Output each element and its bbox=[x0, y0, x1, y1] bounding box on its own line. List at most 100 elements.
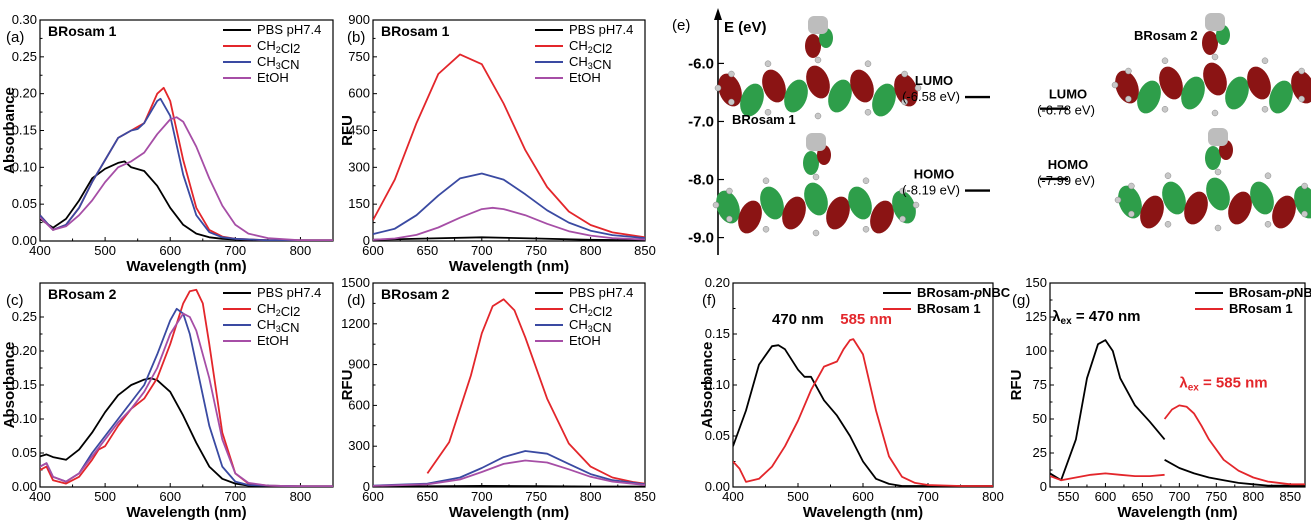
orbital-label: HOMO bbox=[914, 167, 954, 182]
chart-panel-d: (d) BRosam 2 600 650 700 750 800 850 0 300 600 900 1… bbox=[339, 275, 656, 521]
y-tick-label: 0.20 bbox=[12, 343, 37, 358]
y-tick-label: 0.20 bbox=[12, 86, 37, 101]
energy-tick-label: -6.0 bbox=[688, 55, 714, 72]
x-tick-label: 600 bbox=[159, 489, 181, 504]
legend-entry: PBS pH7.4 bbox=[569, 285, 633, 300]
molecule-name: BRosam 2 bbox=[1134, 28, 1198, 43]
legend-entry: EtOH bbox=[257, 333, 289, 348]
x-tick-label: 600 bbox=[852, 489, 874, 504]
energy-axis-title: E (eV) bbox=[724, 19, 767, 36]
panel-label: (c) bbox=[6, 292, 24, 309]
series-line-etoh bbox=[40, 116, 333, 241]
series-line-etoh bbox=[373, 459, 645, 487]
y-tick-label: 0.00 bbox=[705, 479, 730, 494]
orbital-image-brosam1-lumo bbox=[714, 16, 922, 120]
annotation-label: λex = 470 nm bbox=[1052, 308, 1140, 327]
panel-label: (g) bbox=[1012, 292, 1030, 309]
x-axis-title: Wavelength (nm) bbox=[449, 258, 569, 275]
x-tick-label: 800 bbox=[290, 489, 312, 504]
y-tick-label: 0.10 bbox=[705, 377, 730, 392]
y-tick-label: 0.30 bbox=[12, 12, 37, 27]
panel-label: (a) bbox=[6, 29, 24, 46]
y-tick-label: 0.05 bbox=[705, 428, 730, 443]
series-line-pbs-ph7-4 bbox=[373, 236, 645, 241]
energy-tick-label: -9.0 bbox=[688, 230, 714, 247]
panel-label: (b) bbox=[347, 29, 365, 46]
y-tick-label: 0.00 bbox=[12, 479, 37, 494]
annotation-label: λex = 585 nm bbox=[1179, 375, 1267, 394]
legend-entry: EtOH bbox=[257, 70, 289, 85]
x-axis-title: Wavelength (nm) bbox=[803, 504, 923, 521]
series-line-etoh bbox=[40, 312, 333, 487]
y-axis-title: RFU bbox=[339, 370, 356, 401]
orbital-label: LUMO bbox=[1049, 87, 1087, 102]
legend-entry: PBS pH7.4 bbox=[257, 285, 321, 300]
y-tick-label: 300 bbox=[348, 159, 370, 174]
chart-title: BRosam 2 bbox=[381, 286, 450, 302]
legend-entry: CH3CN bbox=[569, 54, 612, 72]
series-line-segment-2 bbox=[1164, 459, 1305, 487]
panel-label: (e) bbox=[672, 17, 690, 34]
orbital-image-brosam2-lumo bbox=[1111, 13, 1311, 117]
y-axis-title: RFU bbox=[1008, 370, 1025, 401]
x-tick-label: 400 bbox=[722, 489, 744, 504]
x-tick-label: 750 bbox=[525, 243, 547, 258]
x-tick-label: 600 bbox=[159, 243, 181, 258]
x-tick-label: 600 bbox=[362, 243, 384, 258]
y-tick-label: 125 bbox=[1025, 309, 1047, 324]
orbital-energy: (-6.78 eV) bbox=[1037, 103, 1095, 118]
y-tick-label: 450 bbox=[348, 123, 370, 138]
x-tick-label: 800 bbox=[580, 243, 602, 258]
x-tick-label: 550 bbox=[1058, 489, 1080, 504]
y-tick-label: 75 bbox=[1033, 377, 1047, 392]
chart-panel-c: (c) BRosam 2 400 500 600 700 800 0.00 0.05 0.10 0.… bbox=[1, 282, 334, 521]
series-line-ch3cn bbox=[373, 450, 645, 487]
orbital-image-brosam1-homo bbox=[712, 133, 920, 237]
chart-panel-a: (a) BRosam 1 400 500 600 700 800 0.00 0.05 0.10 0.… bbox=[1, 12, 334, 275]
orbital-label: LUMO bbox=[915, 73, 953, 88]
y-tick-label: 0.10 bbox=[12, 411, 37, 426]
y-axis-title: Absorbance bbox=[1, 87, 18, 174]
y-tick-label: 750 bbox=[348, 49, 370, 64]
y-tick-label: 1200 bbox=[341, 316, 370, 331]
y-tick-label: 0.25 bbox=[12, 309, 37, 324]
legend-entry: BRosam-pNBC bbox=[1229, 285, 1311, 300]
legend-entry: BRosam-pNBC bbox=[917, 285, 1011, 300]
y-axis-title: RFU bbox=[339, 115, 356, 146]
x-tick-label: 800 bbox=[290, 243, 312, 258]
series-line-brosam-1 bbox=[1050, 472, 1165, 482]
y-tick-label: 25 bbox=[1033, 445, 1047, 460]
y-tick-label: 900 bbox=[348, 357, 370, 372]
annotation-label: 585 nm bbox=[840, 311, 892, 328]
y-tick-label: 900 bbox=[348, 12, 370, 27]
chart-title: BRosam 1 bbox=[381, 23, 450, 39]
y-tick-label: 0.00 bbox=[12, 233, 37, 248]
series-line-ch3cn bbox=[40, 307, 333, 487]
legend-entry: CH2Cl2 bbox=[257, 301, 300, 319]
series-line-brosam-1 bbox=[733, 338, 993, 487]
series-line-ch2cl2 bbox=[426, 298, 645, 485]
y-axis-title: Absorbance bbox=[699, 342, 716, 429]
x-tick-label: 700 bbox=[224, 243, 246, 258]
orbital-label: HOMO bbox=[1048, 157, 1088, 172]
x-axis-title: Wavelength (nm) bbox=[449, 504, 569, 521]
series-line-ch2cl2 bbox=[373, 53, 645, 239]
orbital-image-brosam2-homo bbox=[1114, 128, 1311, 232]
series-line-pbs-ph7-4 bbox=[373, 484, 645, 487]
x-axis-title: Wavelength (nm) bbox=[126, 504, 246, 521]
y-tick-label: 150 bbox=[348, 196, 370, 211]
legend-entry: CH2Cl2 bbox=[569, 38, 612, 56]
legend-entry: CH3CN bbox=[569, 317, 612, 335]
x-axis-title: Wavelength (nm) bbox=[1117, 504, 1237, 521]
chart-title: BRosam 2 bbox=[48, 286, 117, 302]
legend-entry: CH3CN bbox=[257, 317, 300, 335]
y-tick-label: 0 bbox=[363, 233, 370, 248]
legend-entry: PBS pH7.4 bbox=[257, 22, 321, 37]
orbital-energy: (-7.99 eV) bbox=[1037, 173, 1095, 188]
x-tick-label: 600 bbox=[1095, 489, 1117, 504]
y-tick-label: 0.15 bbox=[12, 123, 37, 138]
series-line-brosam-pnbc bbox=[733, 344, 993, 487]
legend-entry: EtOH bbox=[569, 70, 601, 85]
